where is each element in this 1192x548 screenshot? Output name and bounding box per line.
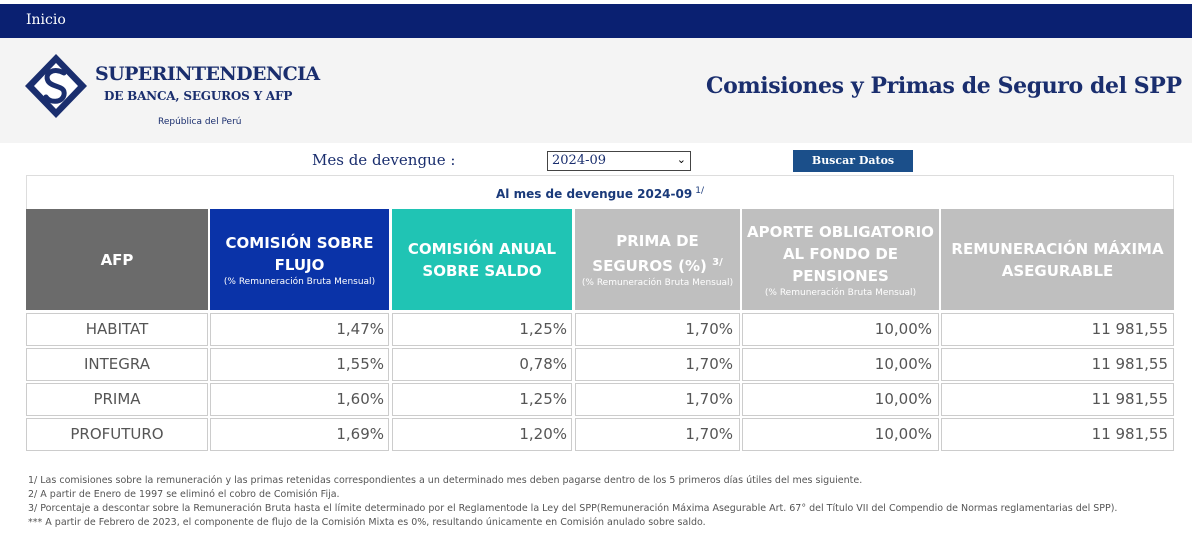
cell-prima: 1,70%: [575, 348, 740, 381]
footnotes: 1/ Las comisiones sobre la remuneración …: [28, 474, 1117, 530]
header-flujo-title: COMISIÓN SOBRE FLUJO: [225, 233, 374, 274]
period-label: Mes de devengue :: [312, 151, 456, 169]
cell-rem: 11 981,55: [941, 348, 1174, 381]
cell-afp: PROFUTURO: [26, 418, 208, 451]
cell-prima: 1,70%: [575, 418, 740, 451]
cell-aporte: 10,00%: [742, 348, 939, 381]
cell-flujo: 1,47%: [210, 313, 389, 346]
sbs-logo[interactable]: SUPERINTENDENCIA DE BANCA, SEGUROS Y AFP…: [24, 53, 320, 133]
header-saldo-title: COMISIÓN ANUAL SOBRE SALDO: [407, 239, 557, 280]
header-prima-title: PRIMA DE SEGUROS (%) 3/: [579, 230, 736, 277]
header-aporte-subtitle: (% Remuneración Bruta Mensual): [764, 287, 917, 298]
cell-prima: 1,70%: [575, 313, 740, 346]
header-comision-flujo: COMISIÓN SOBRE FLUJO (% Remuneración Bru…: [210, 209, 389, 310]
footnote: 3/ Porcentaje a descontar sobre la Remun…: [28, 503, 1118, 514]
page-title: Comisiones y Primas de Seguro del SPP: [706, 73, 1182, 99]
header-afp-label: AFP: [100, 250, 134, 269]
cell-rem: 11 981,55: [941, 418, 1174, 451]
page-header: SUPERINTENDENCIA DE BANCA, SEGUROS Y AFP…: [0, 38, 1192, 143]
header-prima-footnote-ref: 3/: [712, 257, 723, 268]
period-select-value: 2024-09: [552, 153, 607, 168]
header-prima-title-text: PRIMA DE SEGUROS (%): [592, 232, 707, 275]
cell-afp: INTEGRA: [26, 348, 208, 381]
table-caption: Al mes de devengue 2024-09 1/: [26, 175, 1174, 209]
table-row: PROFUTURO 1,69% 1,20% 1,70% 10,00% 11 98…: [26, 418, 1174, 453]
table-row: INTEGRA 1,55% 0,78% 1,70% 10,00% 11 981,…: [26, 348, 1174, 383]
cell-saldo: 1,25%: [392, 313, 572, 346]
header-prima-seguros: PRIMA DE SEGUROS (%) 3/ (% Remuneración …: [575, 209, 740, 310]
header-afp: AFP: [26, 209, 208, 310]
footnote: 2/ A partir de Enero de 1997 se eliminó …: [28, 489, 340, 500]
cell-saldo: 1,20%: [392, 418, 572, 451]
header-comision-saldo: COMISIÓN ANUAL SOBRE SALDO: [392, 209, 572, 310]
period-select[interactable]: 2024-09 ⌄: [547, 151, 691, 171]
logo-country: República del Perú: [158, 117, 242, 127]
caption-footnote-ref: 1/: [695, 186, 704, 196]
header-remuneracion-maxima: REMUNERACIÓN MÁXIMA ASEGURABLE: [941, 209, 1174, 310]
table-row: PRIMA 1,60% 1,25% 1,70% 10,00% 11 981,55: [26, 383, 1174, 418]
cell-aporte: 10,00%: [742, 313, 939, 346]
cell-rem: 11 981,55: [941, 383, 1174, 416]
footnote: *** A partir de Febrero de 2023, el comp…: [28, 517, 706, 528]
cell-rem: 11 981,55: [941, 313, 1174, 346]
cell-flujo: 1,60%: [210, 383, 389, 416]
cell-aporte: 10,00%: [742, 383, 939, 416]
header-aporte-title: APORTE OBLIGATORIO AL FONDO DE PENSIONES: [747, 222, 934, 285]
table-caption-text: Al mes de devengue 2024-09: [496, 187, 693, 201]
home-link[interactable]: Inicio: [26, 12, 66, 28]
cell-aporte: 10,00%: [742, 418, 939, 451]
cell-saldo: 1,25%: [392, 383, 572, 416]
cell-afp: HABITAT: [26, 313, 208, 346]
cell-flujo: 1,69%: [210, 418, 389, 451]
cell-flujo: 1,55%: [210, 348, 389, 381]
logo-subtitle: DE BANCA, SEGUROS Y AFP: [104, 89, 293, 103]
header-flujo-subtitle: (% Remuneración Bruta Mensual): [223, 276, 376, 287]
commissions-table: Al mes de devengue 2024-09 1/ AFP COMISIÓ…: [26, 175, 1174, 453]
table-row: HABITAT 1,47% 1,25% 1,70% 10,00% 11 981,…: [26, 313, 1174, 348]
cell-afp: PRIMA: [26, 383, 208, 416]
logo-title: SUPERINTENDENCIA: [95, 63, 320, 85]
cell-prima: 1,70%: [575, 383, 740, 416]
sbs-diamond-logo-icon: [25, 54, 87, 118]
footnote: 1/ Las comisiones sobre la remuneración …: [28, 475, 863, 486]
cell-saldo: 0,78%: [392, 348, 572, 381]
top-nav-bar: Inicio: [0, 4, 1192, 38]
chevron-down-icon: ⌄: [676, 153, 686, 166]
search-data-button[interactable]: Buscar Datos: [793, 150, 913, 172]
header-prima-subtitle: (% Remuneración Bruta Mensual): [581, 278, 734, 288]
header-rem-title: REMUNERACIÓN MÁXIMA ASEGURABLE: [951, 239, 1164, 280]
header-aporte-obligatorio: APORTE OBLIGATORIO AL FONDO DE PENSIONES…: [742, 209, 939, 310]
